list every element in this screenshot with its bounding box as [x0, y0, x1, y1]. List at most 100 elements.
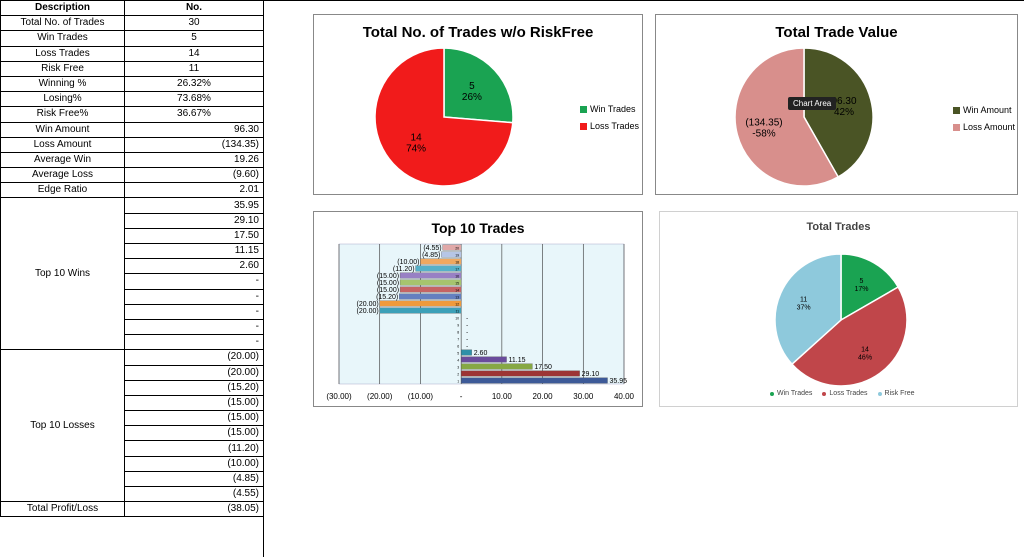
- chart-total-trades[interactable]: Total Trades 5 17% 14 46% 11 37% Win Trades Lo…: [659, 211, 1018, 407]
- pie-data-label: 11: [800, 297, 807, 304]
- pie-data-label: 74%: [406, 144, 426, 155]
- row-value[interactable]: 36.67%: [124, 106, 263, 123]
- bar-data-label: -: [466, 344, 468, 350]
- top-win-value[interactable]: 17.50: [124, 227, 263, 245]
- chart-total-trade-value[interactable]: Total Trade Value 96.30 42% (134.35) -58% W…: [655, 14, 1018, 195]
- top-loss-value[interactable]: (20.00): [124, 364, 263, 381]
- x-tick-label: (20.00): [367, 392, 393, 401]
- top-win-value[interactable]: 35.95: [124, 197, 263, 214]
- row-label[interactable]: Risk Free%: [0, 106, 125, 123]
- legend-item[interactable]: Risk Free: [877, 390, 915, 397]
- y-tick-label: 17: [455, 267, 459, 271]
- bar: [399, 286, 462, 293]
- row-value[interactable]: 2.01: [124, 182, 263, 199]
- row-label[interactable]: Average Win: [0, 151, 125, 169]
- total-value[interactable]: (38.05): [124, 501, 263, 518]
- legend-swatch: [580, 122, 587, 130]
- x-tick-label: (30.00): [326, 392, 352, 401]
- pie-data-label: -58%: [752, 128, 775, 139]
- row-value[interactable]: 73.68%: [124, 91, 263, 108]
- row-value[interactable]: 26.32%: [124, 75, 263, 93]
- x-tick-label: -: [460, 392, 463, 401]
- bar-data-label: (4.55): [423, 245, 441, 252]
- row-label[interactable]: Loss Trades: [0, 45, 125, 62]
- pie-slice: [790, 285, 908, 387]
- stats-table-wrapper: Description No. Total No. of Trades 30 Wi…: [0, 0, 264, 557]
- bar: [379, 307, 462, 314]
- x-tick-label: 10.00: [492, 392, 513, 401]
- pie-data-label: 46%: [858, 354, 872, 361]
- top-loss-value[interactable]: (15.00): [124, 394, 263, 412]
- row-label[interactable]: Winning %: [0, 75, 125, 93]
- header-description[interactable]: Description: [0, 0, 125, 17]
- row-value[interactable]: 14: [124, 45, 263, 62]
- chart-trades-wo-riskfree[interactable]: Total No. of Trades w/o RiskFree 5 26% 14 7…: [313, 14, 643, 195]
- row-label[interactable]: Edge Ratio: [0, 182, 125, 199]
- pie-slice: [803, 47, 874, 178]
- bar-data-label: 11.15: [509, 357, 526, 364]
- top-win-value[interactable]: -: [124, 273, 263, 290]
- row-value[interactable]: 96.30: [124, 121, 263, 138]
- row-label[interactable]: Average Loss: [0, 167, 125, 184]
- top-loss-value[interactable]: (15.20): [124, 379, 263, 396]
- table-row: Loss Trades 14: [0, 45, 263, 62]
- y-tick-label: 18: [455, 260, 459, 264]
- legend-item[interactable]: Win Amount: [953, 105, 1015, 115]
- table-header-row: Description No.: [0, 0, 263, 17]
- legend-label: Risk Free: [884, 390, 915, 397]
- row-value[interactable]: (134.35): [124, 136, 263, 153]
- row-label[interactable]: Win Trades: [0, 30, 125, 47]
- top-loss-value[interactable]: (4.85): [124, 470, 263, 488]
- top-win-value[interactable]: 2.60: [124, 258, 263, 275]
- y-tick-label: 7: [457, 337, 459, 341]
- row-label[interactable]: Losing%: [0, 91, 125, 108]
- total-label[interactable]: Total Profit/Loss: [0, 501, 125, 518]
- y-tick-label: 19: [455, 253, 459, 257]
- row-value[interactable]: 30: [124, 15, 263, 32]
- legend-label: Loss Trades: [829, 390, 868, 397]
- top-win-value[interactable]: -: [124, 288, 263, 305]
- row-value[interactable]: 19.26: [124, 151, 263, 169]
- table-row: Average Loss (9.60): [0, 167, 263, 184]
- row-value[interactable]: (9.60): [124, 167, 263, 184]
- y-tick-label: 3: [457, 365, 459, 369]
- legend-item[interactable]: Win Trades: [580, 104, 639, 114]
- top-loss-value[interactable]: (4.55): [124, 485, 263, 503]
- top-win-value[interactable]: -: [124, 318, 263, 336]
- legend-item[interactable]: Loss Trades: [580, 121, 639, 131]
- bar-data-label: (15.00): [377, 287, 399, 294]
- top-win-value[interactable]: 29.10: [124, 212, 263, 229]
- top-wins-label[interactable]: Top 10 Wins: [0, 197, 125, 351]
- legend-label: Loss Trades: [590, 121, 640, 131]
- legend-item[interactable]: Win Trades: [770, 390, 812, 397]
- header-no[interactable]: No.: [124, 0, 263, 17]
- row-label[interactable]: Loss Amount: [0, 136, 125, 153]
- table-row: Edge Ratio 2.01: [0, 182, 263, 199]
- top-losses-label[interactable]: Top 10 Losses: [0, 349, 125, 503]
- table-row: Win Trades 5: [0, 30, 263, 47]
- bar: [460, 363, 533, 370]
- row-label[interactable]: Total No. of Trades: [0, 15, 125, 32]
- row-value[interactable]: 11: [124, 60, 263, 77]
- table-row: Total No. of Trades 30: [0, 15, 263, 32]
- top-loss-value[interactable]: (15.00): [124, 425, 263, 442]
- bar: [460, 356, 507, 363]
- legend-item[interactable]: Loss Trades: [822, 390, 868, 397]
- pie-slice: [443, 47, 514, 124]
- top-loss-value[interactable]: (15.00): [124, 410, 263, 427]
- top-loss-value[interactable]: (11.20): [124, 440, 263, 457]
- top-win-value[interactable]: 11.15: [124, 242, 263, 260]
- top-win-value[interactable]: -: [124, 334, 263, 351]
- top-loss-value[interactable]: (20.00): [124, 349, 263, 366]
- row-label[interactable]: Risk Free: [0, 60, 125, 77]
- plot-area: [338, 243, 625, 385]
- chart-title: Total Trade Value: [775, 24, 898, 41]
- top-win-value[interactable]: -: [124, 303, 263, 320]
- top-loss-value[interactable]: (10.00): [124, 455, 263, 472]
- legend-swatch: [770, 391, 774, 396]
- row-label[interactable]: Win Amount: [0, 121, 125, 138]
- chart-top-10-trades[interactable]: Top 10 Trades (30.00) (20.00) (10.00) - 10.0…: [313, 211, 643, 407]
- legend-item[interactable]: Loss Amount: [953, 122, 1015, 132]
- row-value[interactable]: 5: [124, 30, 263, 47]
